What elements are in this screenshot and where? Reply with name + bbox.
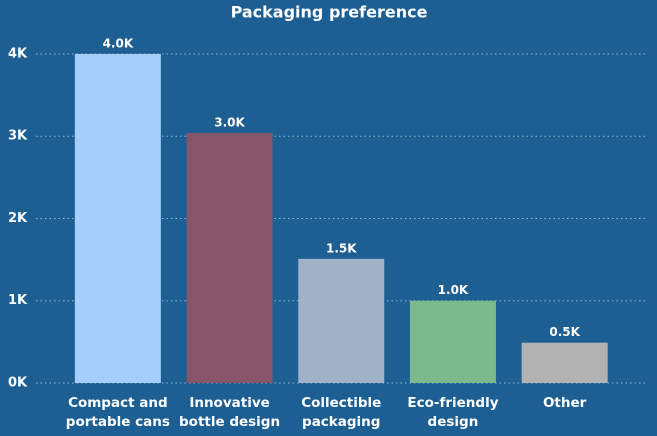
x-tick-label: Innovative bottle design bbox=[179, 395, 281, 430]
data-label: 1.0K bbox=[438, 283, 469, 297]
data-label: 3.0K bbox=[214, 115, 245, 129]
chart-title: Packaging preference bbox=[231, 3, 428, 22]
y-tick-label: 0K bbox=[8, 376, 28, 391]
x-tick-label: Compact and portable cans bbox=[65, 395, 170, 430]
data-label: 4.0K bbox=[103, 36, 134, 50]
x-tick-label: Other bbox=[542, 395, 587, 411]
x-tick-label: Collectible packaging bbox=[301, 395, 382, 430]
bar bbox=[521, 342, 608, 383]
y-tick-label: 1K bbox=[8, 293, 28, 308]
bar bbox=[298, 258, 385, 383]
y-tick-label: 2K bbox=[8, 211, 28, 226]
data-label: 0.5K bbox=[549, 325, 580, 339]
bar bbox=[186, 132, 273, 383]
bar bbox=[74, 53, 161, 383]
x-tick-label: Eco-friendly design bbox=[407, 395, 499, 430]
y-tick-label: 3K bbox=[8, 129, 28, 144]
bar bbox=[409, 300, 496, 383]
y-tick-label: 4K bbox=[8, 46, 28, 61]
data-label: 1.5K bbox=[326, 241, 357, 255]
